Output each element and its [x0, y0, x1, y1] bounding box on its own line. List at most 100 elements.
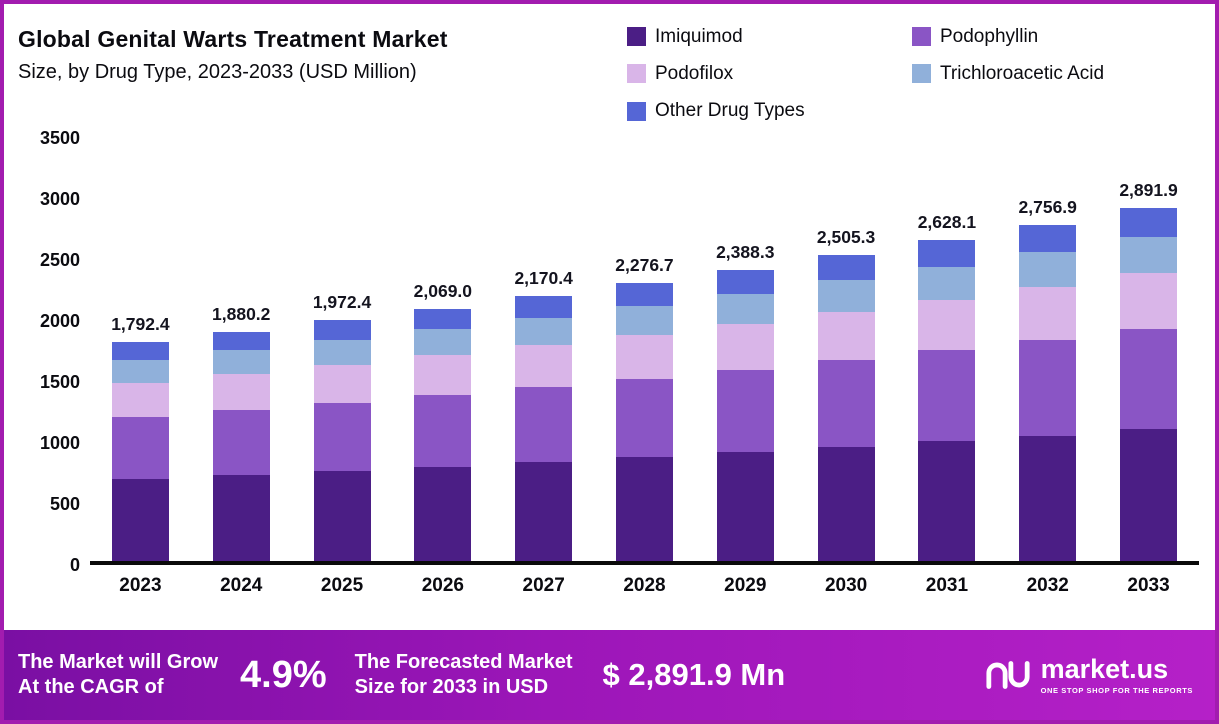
x-axis-labels: 2023 2024 2025 2026 2027 2028 2029 2030 2031 2032…	[90, 575, 1199, 597]
x-tick-label: 2029	[724, 575, 767, 596]
legend-label: Imiquimod	[655, 25, 743, 47]
bar-stack	[1120, 208, 1178, 561]
legend-label: Other Drug Types	[655, 100, 805, 122]
x-tick-label: 2026	[421, 575, 464, 596]
bar-total-label: 2,069.0	[413, 280, 473, 301]
bar-segment	[515, 296, 573, 318]
bar-segment	[1120, 208, 1178, 238]
bar-segment	[918, 441, 976, 561]
bar-segment	[918, 350, 976, 442]
bar-stack	[414, 308, 472, 561]
y-tick-label: 2500	[39, 250, 80, 270]
bar-segment	[716, 323, 774, 370]
bar-segment	[515, 345, 573, 388]
bar-group: 2,069.0	[392, 138, 493, 561]
bar-segment	[414, 355, 472, 396]
bottom-banner: The Market will Grow At the CAGR of 4.9%…	[4, 630, 1215, 720]
bar-segment	[918, 240, 976, 267]
bar-group: 2,891.9	[1098, 138, 1199, 561]
bar-segment	[111, 479, 169, 561]
legend-item: Other Drug Types	[627, 99, 912, 124]
bar-total-label: 2,756.9	[1018, 196, 1077, 217]
bar-segment	[716, 269, 774, 294]
bar-total-label: 2,628.1	[917, 212, 977, 233]
bar-segment	[515, 387, 573, 463]
legend-item: Podofilox	[627, 61, 912, 86]
bar-segment	[918, 299, 976, 351]
bar-total-label: 2,170.4	[514, 268, 573, 289]
bar-total-label: 2,505.3	[816, 227, 876, 248]
y-tick-label: 2000	[39, 311, 80, 331]
x-tick-label: 2024	[220, 575, 263, 596]
forecast-caption-line2: Size for 2033 in USD	[354, 676, 549, 698]
x-tick-label: 2023	[119, 575, 162, 596]
bar-segment	[817, 360, 875, 447]
bar-segment	[313, 471, 371, 561]
brand-name: market.us	[1040, 653, 1169, 684]
plot-area: 1,792.4 1,880.2 1,972.4 2,069.0 2,170.4 2,276…	[90, 138, 1199, 597]
bar-segment	[817, 280, 875, 312]
y-axis: 0 500 1000 1500 2000 2500 3000 3500	[14, 128, 90, 575]
bar-segment	[111, 342, 169, 361]
bar-segment	[212, 331, 270, 351]
legend-label: Podophyllin	[940, 25, 1039, 47]
y-tick-label: 1000	[39, 433, 80, 453]
bar-segment	[414, 308, 472, 330]
y-tick-label: 1500	[39, 372, 80, 392]
bar-segment	[111, 360, 169, 383]
bar-stack	[515, 296, 573, 561]
brand-text-block: market.us ONE STOP SHOP FOR THE REPORTS	[1040, 653, 1193, 695]
bar-stack	[313, 320, 371, 561]
bar-segment	[313, 364, 371, 403]
bar-segment	[212, 350, 270, 375]
bar-segment	[1019, 435, 1077, 561]
bar-stack	[111, 342, 169, 561]
legend-swatch	[627, 64, 646, 84]
bar-group: 2,628.1	[897, 138, 998, 561]
y-tick-label: 3000	[39, 189, 80, 209]
bar-segment	[716, 452, 774, 561]
bar-group: 2,505.3	[796, 138, 897, 561]
bar-group: 2,756.9	[997, 138, 1098, 561]
bar-group: 1,792.4	[90, 138, 191, 561]
bar-total-label: 1,972.4	[312, 292, 372, 313]
y-tick-label: 3500	[39, 128, 80, 148]
bar-segment	[212, 374, 270, 411]
bar-segment	[615, 457, 673, 561]
bar-segment	[212, 410, 270, 476]
bar-segment	[817, 311, 875, 361]
legend-item: Podophyllin	[912, 24, 1197, 49]
bar-segment	[615, 306, 673, 335]
bar-total-label: 2,388.3	[716, 241, 775, 262]
x-tick-label: 2030	[824, 575, 868, 596]
bar-segment	[515, 317, 573, 346]
legend-swatch	[912, 27, 931, 47]
bar-segment	[212, 475, 270, 561]
forecast-caption-line1: The Forecasted Market	[354, 651, 573, 673]
bar-group: 2,276.7	[594, 138, 695, 561]
cagr-caption-line2: At the CAGR of	[18, 676, 164, 698]
x-tick-label: 2032	[1026, 575, 1069, 596]
bar-total-label: 2,276.7	[615, 255, 674, 276]
bar-stack	[212, 331, 270, 561]
y-tick-label: 0	[69, 555, 80, 575]
bar-segment	[515, 462, 573, 561]
bar-segment	[817, 255, 875, 281]
bar-segment	[615, 378, 673, 458]
bar-segment	[716, 293, 774, 324]
bar-segment	[414, 395, 472, 467]
marketus-logo-icon	[986, 661, 1030, 689]
x-tick-label: 2033	[1127, 575, 1170, 596]
bars-area: 1,792.4 1,880.2 1,972.4 2,069.0 2,170.4 2,276…	[90, 138, 1199, 565]
bar-total-label: 1,880.2	[212, 303, 271, 324]
bar-segment	[716, 369, 774, 453]
x-tick-label: 2031	[925, 575, 969, 596]
brand-logo: market.us ONE STOP SHOP FOR THE REPORTS	[985, 653, 1193, 695]
bar-segment	[817, 447, 875, 561]
bar-stack	[716, 269, 774, 561]
bar-stack	[817, 255, 875, 561]
x-tick-label: 2027	[522, 575, 565, 596]
bar-group: 1,972.4	[292, 138, 393, 561]
forecast-amount: $ 2,891.9 Mn	[602, 657, 786, 692]
bar-segment	[313, 340, 371, 365]
